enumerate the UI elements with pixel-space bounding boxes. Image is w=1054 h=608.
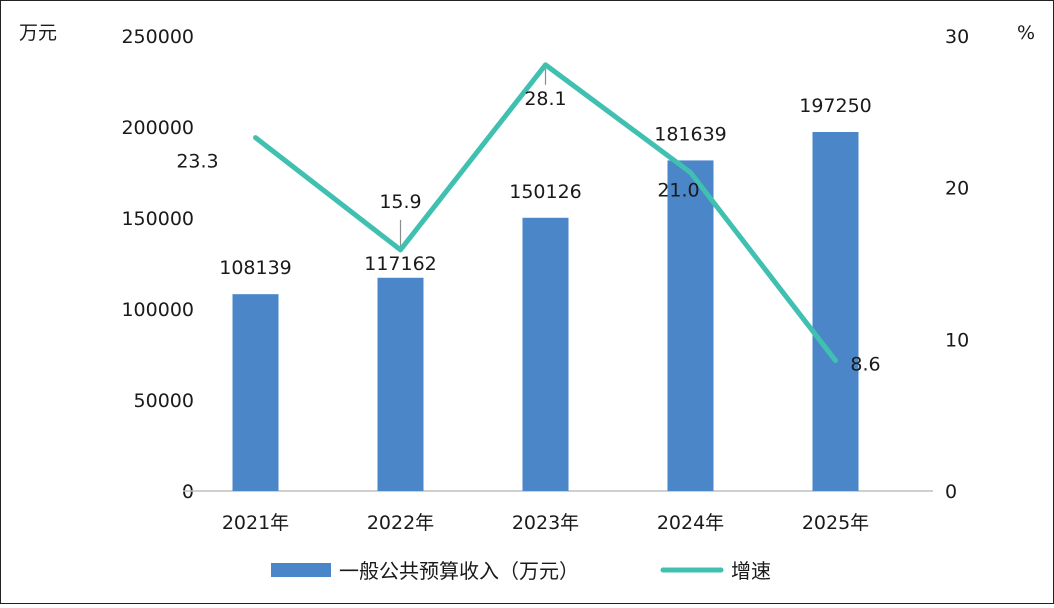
right-tick-label: 10 [945,329,969,351]
line-data-label: 23.3 [176,151,218,173]
category-label: 2023年 [512,512,579,534]
category-labels: 2021年 2022年 2023年 2024年 2025年 [222,512,869,534]
line-data-label: 21.0 [657,180,699,202]
line-data-label: 15.9 [379,191,421,213]
left-axis-ticks: 0 50000 100000 150000 200000 250000 [121,26,194,503]
left-tick-label: 50000 [134,390,194,412]
bar-data-label: 108139 [219,257,292,279]
left-tick-label: 0 [182,481,194,503]
category-label: 2025年 [802,512,869,534]
left-tick-label: 150000 [121,208,194,230]
bar-data-label: 197250 [799,95,872,117]
category-label: 2021年 [222,512,289,534]
bar [813,132,859,491]
category-label: 2022年 [367,512,434,534]
right-tick-label: 0 [945,481,957,503]
bar-data-label: 150126 [509,181,582,203]
bar [668,160,714,491]
left-tick-label: 100000 [121,299,194,321]
right-axis-ticks: 0 10 20 30 [945,26,969,503]
right-tick-label: 20 [945,178,969,200]
legend-line-label: 增速 [731,559,771,583]
bar-data-label: 181639 [654,123,727,145]
bar [233,294,279,491]
right-tick-label: 30 [945,26,969,48]
category-label: 2024年 [657,512,724,534]
bar [378,278,424,491]
left-axis-unit: 万元 [19,22,57,44]
right-axis-unit: % [1017,22,1035,44]
bar-data-label: 117162 [364,253,437,275]
legend: 一般公共预算收入（万元） 增速 [271,559,771,583]
left-tick-label: 250000 [121,26,194,48]
legend-bar-swatch [271,563,331,577]
bar [523,218,569,491]
legend-bar-label: 一般公共预算收入（万元） [339,559,579,583]
left-tick-label: 200000 [121,117,194,139]
line-data-label: 8.6 [850,354,880,376]
line-data-label: 28.1 [524,88,566,110]
